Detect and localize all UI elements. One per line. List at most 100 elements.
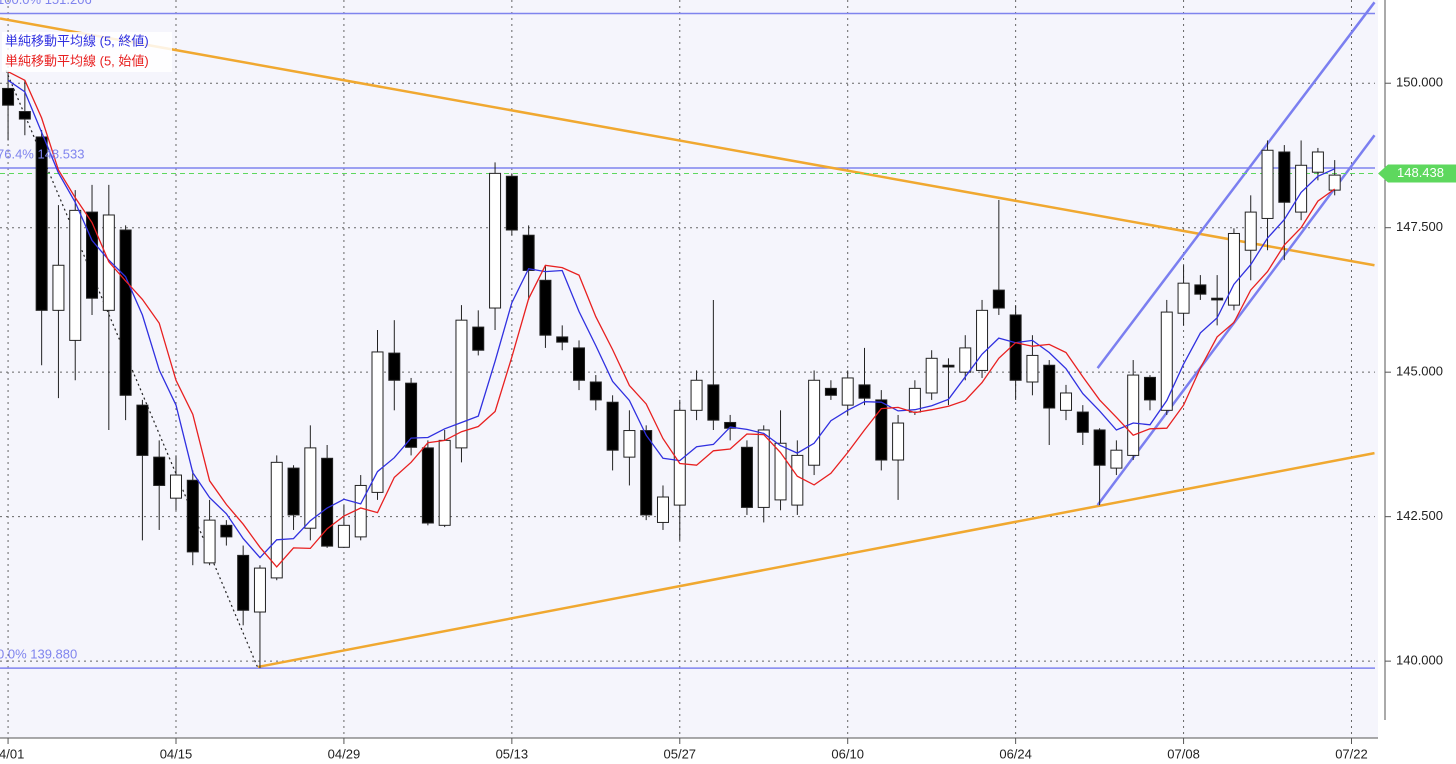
fib-label: 76.4% 148.533 xyxy=(0,146,84,161)
candle-body xyxy=(455,319,468,449)
candle-body xyxy=(1076,411,1089,433)
candle-body xyxy=(1026,354,1039,383)
candle-body xyxy=(472,326,485,351)
legend-background xyxy=(2,32,172,72)
candle-body xyxy=(1060,392,1073,411)
candle-body xyxy=(388,352,401,381)
candle-body xyxy=(656,496,669,523)
candle-body xyxy=(522,234,535,271)
x-tick-label: 06/10 xyxy=(831,746,864,761)
candle-body xyxy=(1110,449,1123,469)
candle-body xyxy=(1211,297,1224,301)
x-tick-label: 04/29 xyxy=(328,746,361,761)
candle-body xyxy=(421,447,434,524)
candle-body xyxy=(824,387,837,396)
candle-body xyxy=(808,379,821,466)
candle-body xyxy=(489,172,502,309)
trend-line xyxy=(5,70,259,669)
candle-body xyxy=(505,175,518,231)
candle-body xyxy=(1278,151,1291,203)
ma-line xyxy=(7,79,1335,559)
candle-body xyxy=(35,136,48,311)
candle-body xyxy=(354,484,367,538)
candle-body xyxy=(1244,211,1257,251)
candle-body xyxy=(2,87,15,106)
x-tick-label: 05/27 xyxy=(664,746,697,761)
legend-entry: 単純移動平均線 (5, 終値) xyxy=(5,33,149,48)
trend-line xyxy=(0,17,1375,267)
plot xyxy=(0,0,1376,738)
candle-body xyxy=(556,336,569,343)
trend-line xyxy=(257,451,1375,669)
candle-body xyxy=(304,447,317,529)
candle-body xyxy=(1093,429,1106,466)
candle-body xyxy=(841,377,854,406)
x-tick-label: 07/22 xyxy=(1335,746,1368,761)
candle-body xyxy=(253,567,266,613)
y-tick-label: 147.500 xyxy=(1396,219,1443,234)
y-tick-label: 142.500 xyxy=(1396,508,1443,523)
candle-body xyxy=(892,422,905,461)
candle-body xyxy=(925,357,938,394)
candle-body xyxy=(589,381,602,401)
candle-body xyxy=(1160,311,1173,411)
candle-body xyxy=(371,351,384,493)
candle-body xyxy=(1009,314,1022,381)
candle-body xyxy=(1261,149,1274,219)
candle-body xyxy=(992,289,1005,309)
candle-body xyxy=(203,519,216,564)
candle-body xyxy=(119,229,132,396)
candle-body xyxy=(875,399,888,461)
candle-body xyxy=(69,209,82,341)
y-tick-label: 145.000 xyxy=(1396,364,1443,379)
candle-body xyxy=(724,421,737,429)
x-tick-label: 04/01 xyxy=(0,746,24,761)
y-tick-label: 140.000 xyxy=(1396,653,1443,668)
trend-line xyxy=(1096,134,1376,506)
candle-body xyxy=(1043,364,1056,409)
y-tick-label: 150.000 xyxy=(1396,75,1443,90)
candle-body xyxy=(673,409,686,506)
candle-body xyxy=(757,429,770,508)
x-tick-label: 04/15 xyxy=(160,746,193,761)
candle-body xyxy=(237,554,250,611)
last-price-tag-shape xyxy=(1378,164,1456,183)
last-price-label: 148.438 xyxy=(1397,165,1444,180)
x-tick-label: 05/13 xyxy=(496,746,529,761)
candle-body xyxy=(640,430,653,516)
candle-body xyxy=(186,479,199,553)
fib-label: 0.0% 139.880 xyxy=(0,647,77,662)
candle-body xyxy=(438,439,451,526)
candle-body xyxy=(337,524,350,548)
candle-body xyxy=(1295,164,1308,213)
candle-body xyxy=(270,461,283,579)
candle-body xyxy=(1177,282,1190,314)
candle-body xyxy=(740,446,753,508)
candle-body xyxy=(1143,376,1156,401)
candle-body xyxy=(976,309,989,371)
candle-body xyxy=(405,382,418,448)
legend: 単純移動平均線 (5, 終値) 単純移動平均線 (5, 始値) xyxy=(2,32,172,72)
x-tick-label: 06/24 xyxy=(999,746,1032,761)
trend-line xyxy=(1096,1,1376,369)
candle-body xyxy=(321,457,334,547)
ma-line xyxy=(7,71,1336,568)
fib-label: 100.0% 151.206 xyxy=(0,0,92,7)
x-tick-label: 07/08 xyxy=(1167,746,1200,761)
candle-body xyxy=(1194,284,1207,295)
last-price-tag: 148.438 xyxy=(1378,164,1456,183)
candle-body xyxy=(791,454,804,506)
candle-body xyxy=(169,474,182,499)
candle-body xyxy=(573,347,586,381)
candle-body xyxy=(959,347,972,373)
candle-body xyxy=(1227,232,1240,306)
candle-body xyxy=(1328,174,1341,191)
candle-body xyxy=(606,401,619,451)
candle-body xyxy=(690,379,703,411)
candle-body xyxy=(1311,151,1324,173)
candle-body xyxy=(623,430,636,458)
candle-body xyxy=(858,384,871,399)
legend-entry: 単純移動平均線 (5, 始値) xyxy=(5,53,149,68)
candle-body xyxy=(220,524,233,538)
